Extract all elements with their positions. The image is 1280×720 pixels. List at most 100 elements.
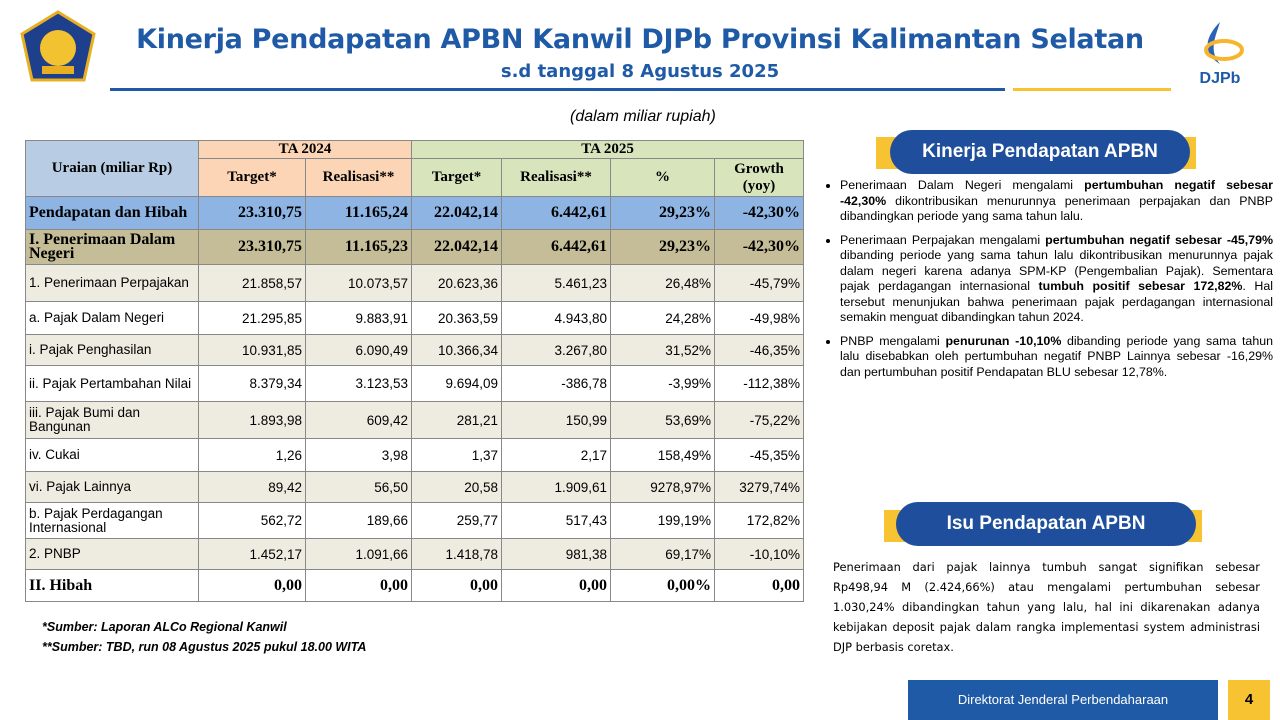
cell-value: 1.893,98 xyxy=(198,401,306,439)
bullet-text: Penerimaan Perpajakan mengalami xyxy=(840,232,1046,247)
cell-value: 9278,97% xyxy=(610,471,715,503)
bullet: Penerimaan Dalam Negeri mengalami pertum… xyxy=(840,178,1273,225)
cell-value: 9.694,09 xyxy=(411,365,502,402)
cell-value: -49,98% xyxy=(713,301,805,335)
cell-value: 6.442,61 xyxy=(501,229,611,265)
cell-value: 20.363,59 xyxy=(411,301,502,335)
cell-value: 69,17% xyxy=(610,538,715,570)
row-label: a. Pajak Dalam Negeri xyxy=(25,301,199,335)
cell-value: 29,23% xyxy=(610,229,715,265)
cell-value: 31,52% xyxy=(610,334,715,366)
cell-value: 0,00 xyxy=(305,569,412,602)
subtitle: s.d tanggal 8 Agustus 2025 xyxy=(500,61,780,82)
cell-value: -3,99% xyxy=(610,365,715,402)
row-label: II. Hibah xyxy=(25,569,199,602)
row-label: vi. Pajak Lainnya xyxy=(25,471,199,503)
column-header: Realisasi** xyxy=(501,158,611,197)
cell-value: 11.165,24 xyxy=(305,196,412,230)
footnote: **Sumber: TBD, run 08 Agustus 2025 pukul… xyxy=(42,640,367,654)
table-row: vi. Pajak Lainnya 89,42 56,50 20,58 1.909,61… xyxy=(25,471,805,503)
section-title: Kinerja Pendapatan APBN xyxy=(890,130,1190,174)
cell-value: 22.042,14 xyxy=(411,229,502,265)
cell-value: 259,77 xyxy=(411,502,502,539)
unit: (dalam miliar rupiah) xyxy=(570,108,716,125)
cell-value: -42,30% xyxy=(713,229,805,265)
row-label: 2. PNBP xyxy=(25,538,199,570)
cell-value: 1.091,66 xyxy=(305,538,412,570)
footnotes: *Sumber: Laporan ALCo Regional Kanwil **… xyxy=(42,617,366,657)
cell-value: 22.042,14 xyxy=(411,196,502,230)
cell-value: 172,82% xyxy=(713,502,805,539)
cell-value: 20,58 xyxy=(411,471,502,503)
group-header: TA 2024 xyxy=(198,140,412,159)
bullet-bold: pertumbuhan negatif sebesar -45,79% xyxy=(1045,232,1273,247)
cell-value: 5.461,23 xyxy=(501,264,611,302)
table-row: a. Pajak Dalam Negeri 21.295,85 9.883,91 20… xyxy=(25,301,805,335)
header-uraian: Uraian (miliar Rp) xyxy=(25,140,199,197)
cell-value: 26,48% xyxy=(610,264,715,302)
group-header: TA 2025 xyxy=(410,140,805,159)
cell-value: 3,98 xyxy=(305,438,412,472)
row-label: i. Pajak Penghasilan xyxy=(25,334,199,366)
row-label: 1. Penerimaan Perpajakan xyxy=(25,264,199,302)
cell-value: 6.442,61 xyxy=(501,196,611,230)
row-label: ii. Pajak Pertambahan Nilai xyxy=(25,365,199,402)
table-row: II. Hibah 0,00 0,00 0,00 0,00 0,00% 0,00 xyxy=(25,569,805,602)
cell-value: 4.943,80 xyxy=(501,301,611,335)
column-header: Realisasi** xyxy=(305,158,412,197)
cell-value: 0,00 xyxy=(198,569,306,602)
cell-value: 0,00% xyxy=(610,569,715,602)
table-row: ii. Pajak Pertambahan Nilai 8.379,34 3.123… xyxy=(25,365,805,402)
cell-value: 20.623,36 xyxy=(411,264,502,302)
isu-text: Penerimaan dari pajak lainnya tumbuh san… xyxy=(833,560,1260,654)
cell-value: 8.379,34 xyxy=(198,365,306,402)
data-table: Uraian (miliar Rp) TA 2024 TA 2025 Target*… xyxy=(25,140,805,602)
cell-value: 199,19% xyxy=(610,502,715,539)
page-number: 4 xyxy=(1228,680,1270,720)
section-title: Isu Pendapatan APBN xyxy=(896,502,1196,546)
row-label: iii. Pajak Bumi dan Bangunan xyxy=(25,401,199,439)
table-row: 2. PNBP 1.452,17 1.091,66 1.418,78 981,38 69,… xyxy=(25,538,805,570)
cell-value: 1.452,17 xyxy=(198,538,306,570)
row-label: I. Penerimaan Dalam Negeri xyxy=(25,229,199,265)
cell-value: 1,37 xyxy=(411,438,502,472)
bullet: Penerimaan Perpajakan mengalami pertumbu… xyxy=(840,233,1273,326)
cell-value: 3.123,53 xyxy=(305,365,412,402)
cell-value: 29,23% xyxy=(610,196,715,230)
cell-value: 10.073,57 xyxy=(305,264,412,302)
table-row: iii. Pajak Bumi dan Bangunan 1.893,98 609,… xyxy=(25,401,805,439)
cell-value: 21.295,85 xyxy=(198,301,306,335)
cell-value: 24,28% xyxy=(610,301,715,335)
cell-value: -45,35% xyxy=(713,438,805,472)
column-header: % xyxy=(610,158,715,197)
cell-value: 562,72 xyxy=(198,502,306,539)
logo-kemenkeu xyxy=(20,10,96,82)
bullet-text: PNBP mengalami xyxy=(840,333,946,348)
cell-value: -42,30% xyxy=(713,196,805,230)
bullet-text: dikontribusikan menurunnya penerimaan pe… xyxy=(840,193,1273,224)
bullet-text: dibanding periode yang sama tahun lalu d… xyxy=(840,333,1273,379)
title: Kinerja Pendapatan APBN Kanwil DJPb Prov… xyxy=(136,24,1144,55)
cell-value: 1.909,61 xyxy=(501,471,611,503)
row-label: iv. Cukai xyxy=(25,438,199,472)
cell-value: 10.931,85 xyxy=(198,334,306,366)
cell-value: 1,26 xyxy=(198,438,306,472)
bullet-text: . Hal tersebut menunjukan bahwa penerima… xyxy=(840,279,1273,324)
table-row: 1. Penerimaan Perpajakan 21.858,57 10.073,… xyxy=(25,264,805,302)
footnote: *Sumber: Laporan ALCo Regional Kanwil xyxy=(42,620,287,634)
cell-value: 23.310,75 xyxy=(198,196,306,230)
cell-value: -75,22% xyxy=(713,401,805,439)
cell-value: -45,79% xyxy=(713,264,805,302)
cell-value: 6.090,49 xyxy=(305,334,412,366)
cell-value: 2,17 xyxy=(501,438,611,472)
row-label: Pendapatan dan Hibah xyxy=(25,196,199,230)
row-label: b. Pajak Perdagangan Internasional xyxy=(25,502,199,539)
bullets: Penerimaan Dalam Negeri mengalami pertum… xyxy=(822,178,1273,388)
bullet-text: Penerimaan Dalam Negeri mengalami xyxy=(840,178,1085,192)
cell-value: 0,00 xyxy=(411,569,502,602)
cell-value: -386,78 xyxy=(501,365,611,402)
cell-value: -46,35% xyxy=(713,334,805,366)
cell-value: -112,38% xyxy=(713,365,805,402)
cell-value: 21.858,57 xyxy=(198,264,306,302)
